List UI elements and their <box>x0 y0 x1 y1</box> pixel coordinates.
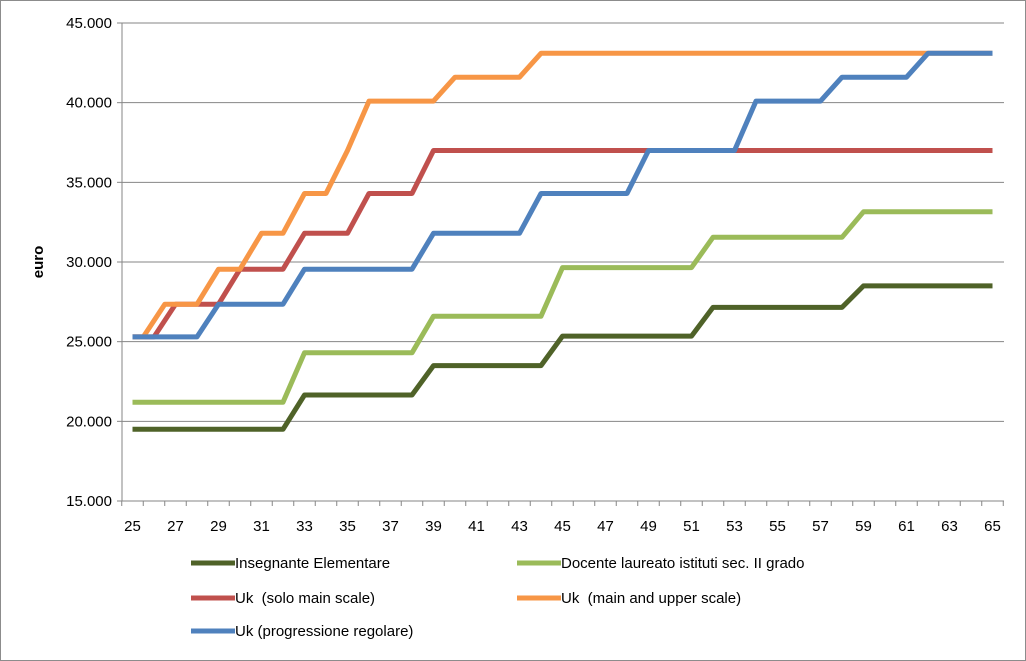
x-tick-label: 39 <box>425 518 442 535</box>
tick-labels: 15.000 20.000 25.000 30.000 35.000 40.000 45.0… <box>66 15 1001 535</box>
legend: Insegnante Elementare Docente laureato is… <box>191 555 804 640</box>
legend-label: Uk (main and upper scale) <box>561 590 741 607</box>
series-line-3 <box>132 148 993 340</box>
legend-label: Insegnante Elementare <box>235 555 390 572</box>
x-tick-label: 35 <box>339 518 356 535</box>
x-tick-label: 41 <box>468 518 485 535</box>
y-tick-label: 15.000 <box>66 493 112 510</box>
x-tick-label: 31 <box>253 518 270 535</box>
legend-label: Uk (solo main scale) <box>235 590 375 607</box>
x-tick-label: 53 <box>726 518 743 535</box>
x-tick-label: 65 <box>984 518 1001 535</box>
y-axis-title: euro <box>30 246 47 279</box>
axes <box>117 22 1004 506</box>
x-tick-label: 59 <box>855 518 872 535</box>
series-line-1 <box>132 283 993 432</box>
legend-label: Docente laureato istituti sec. II grado <box>561 555 804 572</box>
x-tick-label: 61 <box>898 518 915 535</box>
y-tick-label: 30.000 <box>66 254 112 271</box>
x-tick-label: 49 <box>640 518 657 535</box>
x-tick-label: 51 <box>683 518 700 535</box>
legend-label: Uk (progressione regolare) <box>235 623 413 640</box>
x-tick-label: 37 <box>382 518 399 535</box>
x-tick-label: 55 <box>769 518 786 535</box>
y-tick-label: 20.000 <box>66 413 112 430</box>
x-tick-label: 57 <box>812 518 829 535</box>
y-tick-label: 35.000 <box>66 174 112 191</box>
y-tick-label: 40.000 <box>66 95 112 112</box>
x-tick-label: 25 <box>124 518 141 535</box>
series-line-4 <box>132 50 993 340</box>
y-tick-label: 25.000 <box>66 334 112 351</box>
x-tick-label: 29 <box>210 518 227 535</box>
x-tick-label: 45 <box>554 518 571 535</box>
grid-lines <box>122 22 1004 422</box>
x-tick-label: 33 <box>296 518 313 535</box>
y-tick-label: 45.000 <box>66 15 112 32</box>
series-lines <box>132 50 993 432</box>
series-line-5 <box>132 50 993 340</box>
x-tick-label: 43 <box>511 518 528 535</box>
x-tick-label: 63 <box>941 518 958 535</box>
x-tick-label: 47 <box>597 518 614 535</box>
x-tick-label: 27 <box>167 518 184 535</box>
series-line-2 <box>132 209 993 405</box>
